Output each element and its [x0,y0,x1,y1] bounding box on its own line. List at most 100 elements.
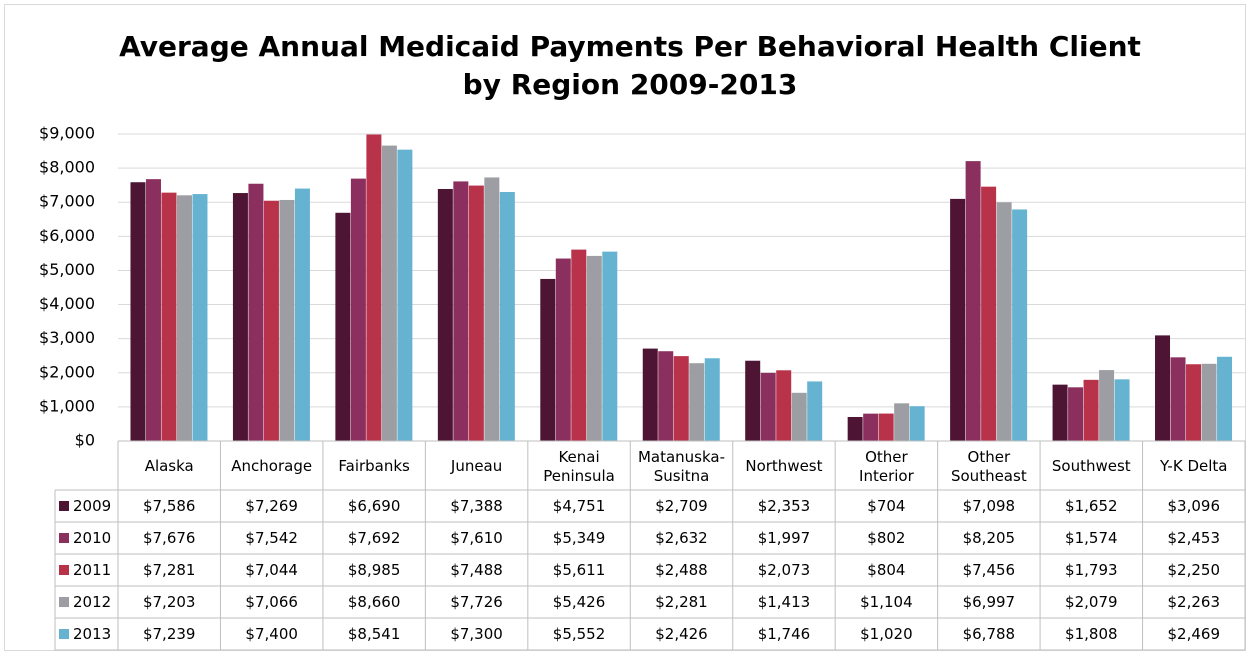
bar [1068,387,1084,441]
bar [350,178,366,441]
bar [453,181,469,442]
table-value: $7,676 [142,528,196,547]
bar [776,370,792,441]
bar [1217,356,1233,441]
bar [745,360,761,441]
bar [1012,209,1028,441]
legend-entry: 2010 [55,522,118,554]
bar [1155,335,1171,441]
bar [145,179,161,441]
bar [1186,364,1202,441]
table-value: $1,104 [860,592,913,611]
table-value: $1,793 [1065,560,1118,579]
table-value: $1,652 [1065,496,1118,515]
legend-label: 2012 [73,592,112,611]
table-value: $5,349 [552,528,606,547]
bar [468,185,484,441]
table-value: $5,426 [552,592,606,611]
legend-swatch [59,629,69,639]
legend-label: 2010 [73,528,112,547]
bar [981,186,997,441]
table-value: $1,808 [1065,624,1118,643]
table-value: $2,263 [1167,592,1221,611]
bar [335,212,351,441]
bar [642,348,658,441]
bar [586,255,602,441]
table-value: $7,269 [245,496,298,515]
table-value: $7,400 [245,624,298,643]
table-value: $2,426 [655,624,708,643]
bar [965,161,981,441]
bar [130,182,146,442]
bar [894,403,910,441]
bar [673,356,689,441]
category-label: Northwest [745,457,823,475]
bar [760,372,776,441]
bar [658,351,674,441]
table-value: $1,997 [757,528,811,547]
bar [437,188,453,441]
y-tick-label: $2,000 [39,362,95,381]
y-tick-label: $4,000 [39,294,95,313]
bar [571,249,587,441]
table-value: $2,353 [757,496,811,515]
table-value: $8,541 [347,624,401,643]
bar [950,198,966,441]
bar [704,358,720,441]
legend-swatch [59,501,69,511]
table-value: $7,456 [962,560,1016,579]
category-label: Southwest [1051,457,1131,475]
category-label: Other Southeast [950,447,1027,485]
legend-entry: 2011 [55,554,118,586]
y-tick-label: $9,000 [39,124,95,143]
table-value: $2,632 [655,528,708,547]
table-value: $1,020 [860,624,913,643]
table-value: $1,746 [757,624,811,643]
chart-subtitle: by Region 2009-2013 [463,68,798,101]
y-tick-label: $3,000 [39,328,95,347]
bar [1052,384,1068,441]
table-value: $5,552 [552,624,606,643]
table-value: $7,098 [962,496,1016,515]
bar [996,202,1012,441]
bar [499,191,515,441]
bar [878,413,894,441]
table-value: $7,542 [245,528,298,547]
category-label: Anchorage [231,457,313,475]
bar [863,413,879,441]
table-value: $7,488 [450,560,503,579]
bar [192,194,208,441]
category-label: Matanuska-Susitna [637,447,726,485]
y-tick-label: $8,000 [39,158,95,177]
legend-entry: 2009 [55,490,118,522]
bar [1114,379,1130,441]
y-tick-label: $0 [75,431,95,450]
bar [161,192,177,441]
table-value: $2,079 [1065,592,1118,611]
bar [397,149,413,442]
table-value: $7,726 [450,592,503,611]
table-value: $8,660 [347,592,401,611]
y-tick-label: $7,000 [39,192,95,211]
bar [555,258,571,441]
table-value: $1,413 [757,592,811,611]
bar [791,392,807,441]
legend-label: 2013 [73,624,112,643]
legend-swatch [59,565,69,575]
table-value: $7,044 [245,560,298,579]
bar [909,406,925,441]
y-tick-label: $6,000 [39,226,95,245]
table-value: $8,985 [347,560,401,579]
table-value: $1,574 [1065,528,1118,547]
legend-entry: 2012 [55,586,118,618]
bar [540,278,556,441]
table-value: $6,788 [962,624,1016,643]
category-label: Other Interior [859,447,914,485]
table-value: $7,610 [450,528,503,547]
y-tick-label: $5,000 [39,260,95,279]
bar [176,195,192,441]
bar [1201,363,1217,441]
bar [294,188,310,441]
